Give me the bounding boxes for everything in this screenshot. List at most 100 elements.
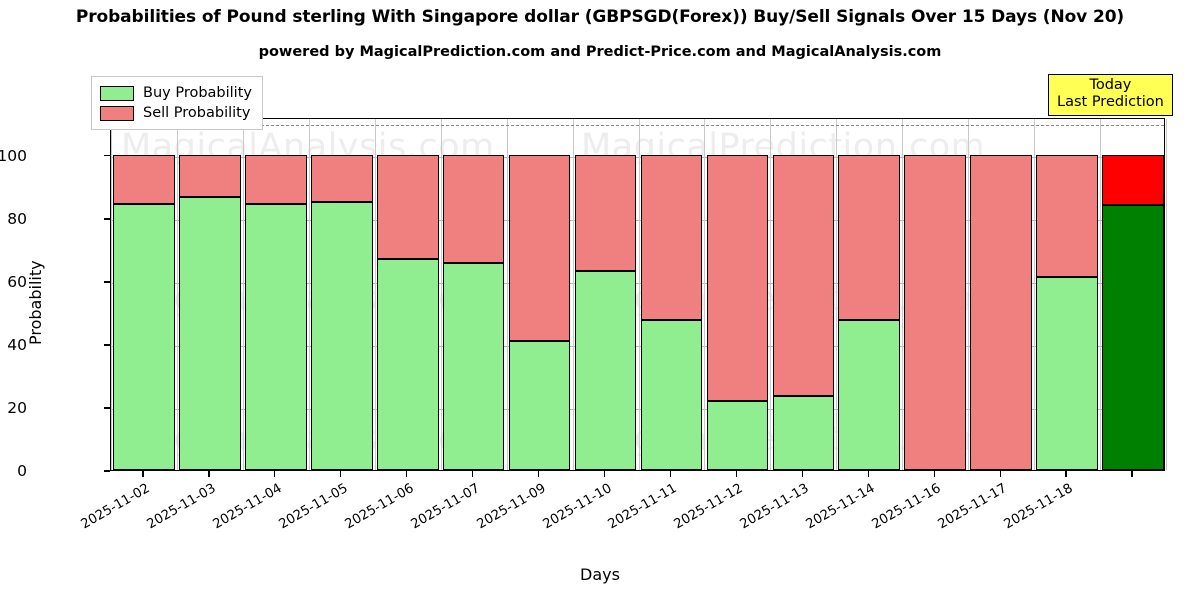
bar-segment-buy[interactable] — [706, 401, 769, 470]
x-axis-tick-label: 2025-11-07 — [408, 481, 483, 533]
bar-group[interactable] — [904, 117, 967, 470]
x-axis-tick-mark — [603, 471, 606, 477]
bar-group[interactable] — [245, 117, 307, 470]
bar-segment-buy[interactable] — [376, 259, 439, 470]
bar-segment-buy[interactable] — [772, 396, 835, 470]
bar-group[interactable] — [442, 117, 505, 470]
bar-group[interactable] — [179, 117, 241, 470]
x-axis-tick-mark — [933, 471, 935, 477]
bar-segment-sell[interactable] — [838, 154, 901, 320]
bar-group[interactable] — [574, 117, 637, 470]
x-axis-tick-mark — [801, 471, 803, 477]
y-axis-tick-mark — [104, 407, 110, 409]
gridline-vertical — [704, 119, 706, 470]
y-axis-tick-mark — [104, 218, 110, 220]
bar-group[interactable] — [772, 117, 835, 470]
legend-item-sell: Sell Probability — [100, 103, 252, 123]
bar-group[interactable] — [838, 117, 901, 470]
gridline-vertical — [968, 119, 970, 470]
x-axis-tick-label: 2025-11-02 — [78, 481, 153, 533]
bar-segment-sell[interactable] — [574, 154, 637, 271]
bar-segment-buy[interactable] — [508, 341, 571, 470]
x-axis-tick-mark — [406, 471, 408, 477]
legend-item-buy: Buy Probability — [100, 83, 252, 103]
bar-group[interactable] — [1036, 117, 1098, 470]
bar-segment-buy[interactable] — [442, 262, 505, 470]
today-annotation-line2: Last Prediction — [1057, 94, 1164, 110]
gridline-vertical — [902, 119, 904, 470]
bar-segment-buy[interactable] — [640, 319, 703, 470]
bar-segment-sell[interactable] — [904, 154, 967, 470]
bar-segment-sell[interactable] — [508, 154, 571, 342]
y-axis-tick-mark — [104, 344, 110, 346]
bar-segment-sell[interactable] — [310, 154, 373, 202]
gridline-vertical — [572, 119, 574, 470]
bar-segment-sell[interactable] — [640, 154, 703, 320]
x-axis-tick-label: 2025-11-17 — [935, 481, 1010, 533]
x-axis-tick-mark — [1131, 471, 1133, 477]
x-axis-tick-label: 2025-11-06 — [342, 481, 417, 533]
bar-group[interactable] — [508, 117, 571, 470]
gridline-vertical — [1034, 119, 1036, 470]
gridline-vertical — [506, 119, 508, 470]
today-annotation-line1: Today — [1089, 77, 1132, 93]
bar-group[interactable] — [113, 117, 175, 470]
y-axis-tick-mark — [104, 155, 110, 157]
gridline-horizontal — [111, 282, 1164, 284]
x-axis-tick-mark — [142, 471, 144, 477]
bar-segment-sell[interactable] — [179, 154, 241, 197]
gridline-horizontal — [111, 345, 1164, 347]
chart-subtitle: powered by MagicalPrediction.com and Pre… — [258, 44, 942, 60]
bar-group[interactable] — [376, 117, 439, 470]
gridline-vertical — [836, 119, 838, 470]
gridline-vertical — [638, 119, 640, 470]
gridline-vertical — [374, 119, 376, 470]
bar-segment-sell[interactable] — [245, 154, 307, 204]
legend-label-buy: Buy Probability — [143, 85, 252, 101]
legend-swatch-buy-icon — [100, 85, 134, 101]
bar-segment-buy[interactable] — [574, 270, 637, 470]
bar-series-container — [111, 119, 1164, 470]
plot-area: MagicalAnalysis.com MagicalAnalysis.com Ma… — [110, 118, 1167, 471]
bar-group[interactable] — [310, 117, 373, 470]
chart-title: Probabilities of Pound sterling With Sin… — [75, 7, 1125, 27]
bar-segment-sell[interactable] — [970, 154, 1032, 470]
bar-group[interactable] — [640, 117, 703, 470]
y-axis-tick-label: 40 — [7, 335, 27, 354]
x-axis-tick-mark — [1065, 471, 1067, 477]
bar-group[interactable] — [970, 117, 1032, 470]
bar-segment-sell[interactable] — [442, 154, 505, 263]
gridline-horizontal — [111, 408, 1164, 410]
x-axis-tick-mark — [208, 471, 210, 477]
gridline-vertical — [440, 119, 442, 470]
bar-segment-sell[interactable] — [1102, 154, 1164, 205]
bar-segment-buy[interactable] — [113, 203, 175, 470]
bar-segment-sell[interactable] — [1036, 154, 1098, 278]
y-axis-tick-label: 20 — [7, 398, 27, 417]
bar-segment-buy[interactable] — [838, 319, 901, 470]
bar-group[interactable] — [706, 117, 769, 470]
bar-segment-sell[interactable] — [772, 154, 835, 397]
bar-group[interactable] — [1102, 117, 1164, 470]
bar-segment-sell[interactable] — [376, 154, 439, 260]
gridline-vertical — [111, 119, 112, 470]
gridline-vertical — [1166, 119, 1167, 470]
bar-segment-buy[interactable] — [1102, 204, 1164, 470]
x-axis-tick-mark — [472, 471, 474, 477]
x-axis-tick-label: 2025-11-14 — [803, 481, 878, 533]
y-axis-tick-label: 80 — [7, 209, 27, 228]
bar-segment-buy[interactable] — [245, 203, 307, 470]
gridline-horizontal — [111, 156, 1164, 158]
bar-segment-buy[interactable] — [1036, 277, 1098, 470]
bar-segment-buy[interactable] — [310, 201, 373, 470]
x-axis-tick-mark — [669, 471, 672, 477]
bar-segment-sell[interactable] — [113, 154, 175, 204]
gridline-horizontal — [111, 219, 1164, 221]
bar-segment-buy[interactable] — [179, 196, 241, 470]
x-axis-tick-label: 2025-11-10 — [540, 481, 615, 533]
legend: Buy Probability Sell Probability — [91, 76, 263, 130]
y-axis-tick-mark — [104, 470, 110, 472]
bar-segment-sell[interactable] — [706, 154, 769, 402]
x-axis-tick-label: 2025-11-12 — [672, 481, 746, 533]
